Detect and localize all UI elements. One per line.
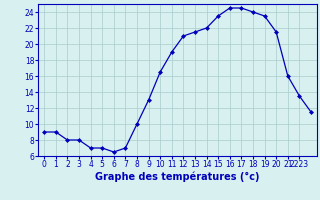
X-axis label: Graphe des températures (°c): Graphe des températures (°c) <box>95 172 260 182</box>
